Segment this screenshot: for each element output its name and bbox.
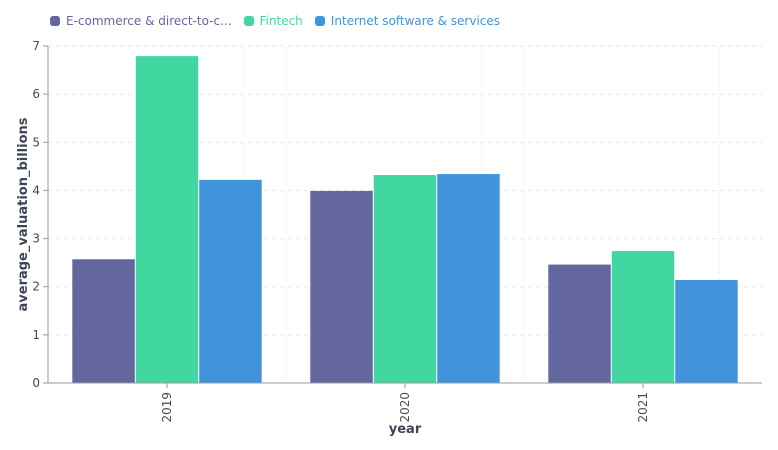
y-tick-label: 3 (32, 232, 40, 246)
y-tick-label: 1 (32, 328, 40, 342)
y-axis-title: average_valuation_billions (16, 117, 31, 311)
legend-swatch (50, 16, 60, 26)
legend-swatch (243, 16, 254, 26)
bar-2020-series-0[interactable] (310, 190, 373, 383)
bar-2021-series-2[interactable] (675, 279, 738, 383)
y-tick-label: 5 (32, 135, 40, 149)
legend-label: Internet software & services (330, 14, 501, 28)
legend-swatch (314, 16, 325, 26)
x-tick-label: 2021 (636, 392, 650, 423)
legend-label: E-commerce & direct-to-c... (66, 14, 232, 28)
bar-2019-series-2[interactable] (199, 179, 262, 383)
bar-2020-series-2[interactable] (437, 174, 500, 383)
legend-item[interactable]: E-commerce & direct-to-c... (50, 11, 232, 31)
legend-item[interactable]: Fintech (243, 11, 303, 31)
legend-label: Fintech (259, 14, 303, 28)
y-tick-label: 2 (32, 280, 40, 294)
x-axis-title: year (389, 422, 422, 437)
bar-2021-series-0[interactable] (548, 264, 611, 383)
bar-2020-series-1[interactable] (373, 175, 437, 383)
y-tick-label: 6 (32, 87, 40, 101)
y-tick-label: 7 (32, 39, 40, 53)
y-tick-label: 0 (32, 376, 40, 390)
y-tick-label: 4 (32, 183, 40, 197)
bar-2019-series-1[interactable] (135, 56, 199, 384)
x-tick-label: 2020 (398, 392, 412, 423)
legend-item[interactable]: Internet software & services (314, 11, 501, 31)
bar-2021-series-1[interactable] (611, 251, 675, 383)
x-tick-label: 2019 (160, 392, 174, 423)
bar-2019-series-0[interactable] (72, 259, 135, 383)
legend: E-commerce & direct-to-c... Fintech Intern… (50, 11, 500, 31)
